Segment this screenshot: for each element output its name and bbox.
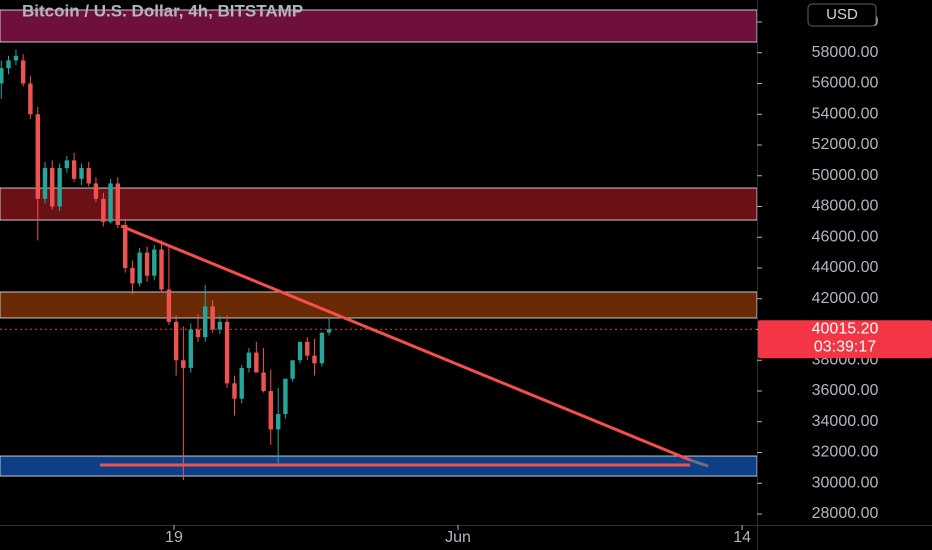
zone	[0, 187, 758, 221]
x-tick-label: 14	[733, 529, 751, 546]
candle-body	[261, 372, 266, 392]
y-tick-label: 58000.00	[812, 44, 879, 61]
y-tick-label: 32000.00	[812, 444, 879, 461]
candle-body	[173, 321, 179, 361]
candle-body	[181, 360, 186, 368]
x-tick-label: Jun	[445, 529, 471, 546]
y-tick-label: 50000.00	[812, 167, 879, 184]
candle-body	[42, 168, 48, 199]
candle-body	[93, 183, 99, 199]
candle-body	[166, 289, 172, 322]
countdown-label: 03:39:17	[814, 338, 876, 355]
candle-body	[152, 249, 157, 276]
y-tick-label: 30000.00	[812, 474, 879, 491]
candle-body	[224, 321, 230, 384]
candle-body	[188, 329, 193, 368]
candle-body	[254, 352, 259, 373]
candle-body	[123, 224, 128, 269]
y-tick-label: 48000.00	[812, 198, 879, 215]
candle-body	[108, 183, 113, 222]
y-tick-label: 56000.00	[812, 75, 879, 92]
trend-line	[689, 458, 709, 468]
candle-body	[144, 252, 150, 276]
candle-body	[0, 68, 4, 84]
candle-body	[319, 332, 325, 364]
candle-body	[137, 252, 142, 284]
candle-body	[159, 249, 164, 290]
candle-body	[50, 168, 55, 207]
y-tick-label: 28000.00	[812, 505, 879, 522]
currency-button[interactable]	[807, 3, 877, 27]
candle-body	[71, 160, 77, 179]
candle-body	[217, 321, 223, 330]
candle-body	[195, 329, 201, 338]
zone	[0, 291, 758, 319]
chart-title: Bitcoin / U.S. Dollar, 4h, BITSTAMP	[22, 1, 303, 20]
candle-body	[35, 114, 41, 199]
candle-body	[326, 329, 332, 333]
candle-body	[64, 160, 70, 169]
candle-body	[275, 414, 281, 430]
candle-body	[20, 60, 26, 84]
last-price-label: 40015.20	[812, 320, 879, 337]
candle-body	[101, 198, 106, 222]
candle-body	[312, 355, 317, 364]
candle-body	[13, 55, 19, 61]
candle-body	[79, 168, 84, 179]
y-tick-label: 42000.00	[812, 290, 879, 307]
y-tick-label: 46000.00	[812, 228, 879, 245]
candle-body	[305, 341, 310, 356]
y-tick-label: 36000.00	[812, 382, 879, 399]
currency-label[interactable]: USD	[826, 6, 858, 23]
candle-body	[57, 168, 62, 207]
y-tick-label: 44000.00	[812, 259, 879, 276]
candle-body	[203, 306, 208, 338]
x-tick-label: 19	[165, 529, 183, 546]
candle-body	[246, 352, 252, 368]
candle-body	[115, 183, 120, 225]
candle-body	[290, 360, 295, 379]
y-tick-label: 34000.00	[812, 413, 879, 430]
candle-body	[210, 306, 215, 330]
trend-line	[120, 224, 691, 462]
candle-body	[268, 391, 273, 430]
candle-body	[86, 168, 91, 184]
zone	[0, 9, 758, 43]
last-price-box	[758, 320, 932, 359]
candle-body	[6, 60, 11, 69]
candle-body	[239, 367, 244, 399]
y-tick-label: 54000.00	[812, 105, 879, 122]
candle-body	[297, 341, 303, 361]
candle-body	[28, 83, 33, 115]
y-tick-label: 52000.00	[812, 136, 879, 153]
candle-body	[130, 268, 135, 284]
price-axis-bg	[757, 0, 932, 550]
candle-body	[232, 383, 237, 399]
candle-body	[283, 378, 288, 415]
